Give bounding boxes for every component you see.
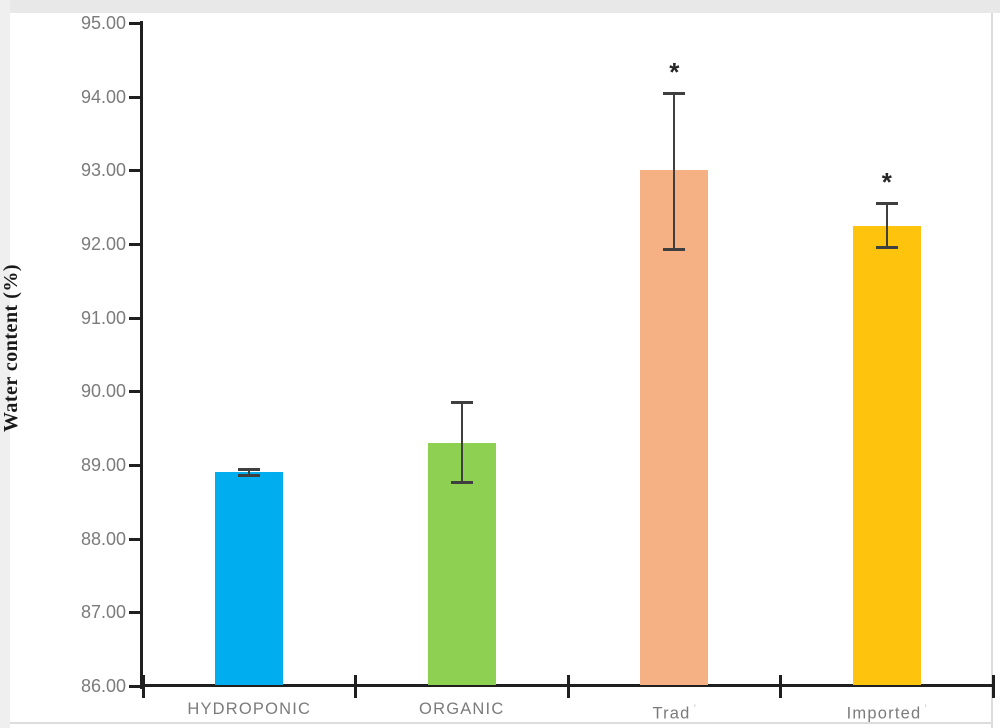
y-axis-tick xyxy=(129,95,141,99)
x-axis-tick xyxy=(354,675,357,698)
y-tick-label: 87.00 xyxy=(80,602,126,623)
y-axis-tick xyxy=(129,537,141,541)
y-axis-tick xyxy=(129,390,141,394)
error-bar-cap-bottom xyxy=(663,247,686,251)
screenshot-border-left xyxy=(0,0,10,728)
bar-trad xyxy=(640,170,709,685)
x-category-label-hydroponic: HYDROPONIC xyxy=(187,700,312,718)
y-tick-label: 90.00 xyxy=(80,381,126,402)
x-category-label-organic: ORGANIC xyxy=(419,700,505,718)
error-bar-cap-bottom xyxy=(450,481,473,485)
y-tick-label: 89.00 xyxy=(80,455,126,475)
y-axis-tick xyxy=(129,464,141,467)
error-bar-trad xyxy=(673,92,676,250)
significance-asterisk: * xyxy=(669,56,680,87)
category-label-suffix: ’ xyxy=(690,703,697,715)
category-label-suffix: ’ xyxy=(921,703,927,715)
y-tick-label: 94.00 xyxy=(80,86,126,107)
error-bar-cap-top xyxy=(663,91,686,95)
y-tick-label: 91.00 xyxy=(80,307,126,328)
x-category-label-imported: Imported ’ xyxy=(846,703,927,723)
error-bar-cap-bottom xyxy=(238,474,261,478)
y-axis-line xyxy=(140,21,143,689)
error-bar-cap-top xyxy=(238,467,261,471)
error-bar-organic xyxy=(460,402,463,484)
bar-hydroponic xyxy=(215,472,284,685)
y-axis-tick xyxy=(129,243,141,246)
y-axis-tick xyxy=(129,611,141,615)
y-tick-label: 88.00 xyxy=(80,528,126,549)
x-axis-tick xyxy=(141,675,145,698)
chart-panel xyxy=(10,13,991,722)
bar-imported xyxy=(852,225,921,685)
y-tick-label: 86.00 xyxy=(80,676,126,696)
x-axis-tick xyxy=(566,675,570,698)
y-axis-tick xyxy=(129,685,141,688)
x-axis-tick xyxy=(779,675,782,698)
y-tick-label: 92.00 xyxy=(80,234,126,254)
y-tick-label: 93.00 xyxy=(80,160,126,181)
screenshot-border-bottom xyxy=(10,722,993,724)
error-bar-imported xyxy=(885,203,888,248)
y-axis-tick xyxy=(129,316,141,320)
x-category-label-trad: Trad ’ xyxy=(652,703,697,723)
y-axis-title: Water content (%) xyxy=(0,263,22,433)
error-bar-cap-top xyxy=(875,202,898,206)
significance-asterisk: * xyxy=(881,167,892,198)
screenshot-border-top xyxy=(0,0,1000,13)
screenshot-border-right xyxy=(991,13,993,728)
error-bar-hydroponic xyxy=(248,468,251,477)
y-axis-tick xyxy=(129,22,141,25)
x-axis-tick xyxy=(991,675,995,698)
y-axis-tick xyxy=(129,169,141,173)
error-bar-cap-top xyxy=(450,401,473,405)
y-tick-label: 95.00 xyxy=(80,13,126,33)
error-bar-cap-bottom xyxy=(875,245,898,249)
